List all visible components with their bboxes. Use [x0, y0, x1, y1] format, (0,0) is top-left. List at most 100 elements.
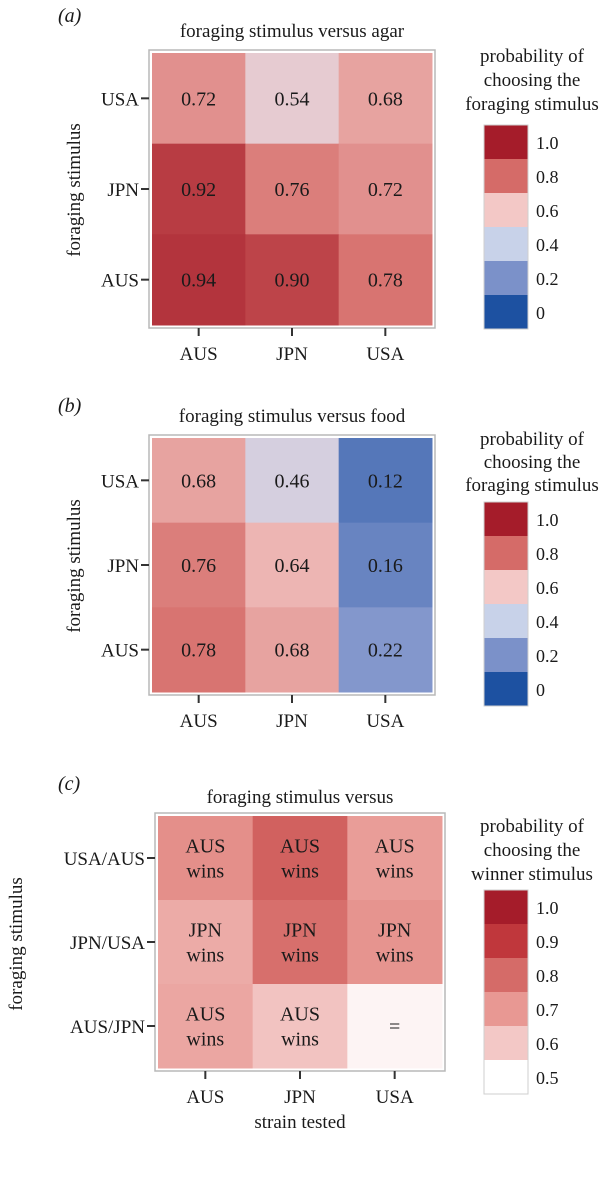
heatmap-cell: [152, 607, 246, 693]
legend-frame: [483, 889, 529, 1095]
heatmap-cell: [338, 143, 433, 235]
heatmap-cell: [158, 816, 254, 901]
y-tick-label: USA: [101, 89, 139, 110]
y-tick-label: USA: [101, 471, 139, 492]
panel-b: (b) foraging stimulus versus food 0.68 0.46…: [58, 395, 599, 732]
x-tick-label: JPN: [276, 711, 308, 732]
x-tick-label: AUS: [180, 711, 218, 732]
legend-label: 0.6: [536, 201, 559, 221]
legend-swatch: [484, 638, 528, 672]
heatmap-cell: [152, 438, 246, 524]
cell-label: 0.68: [275, 640, 310, 662]
heatmap-cell: [152, 522, 246, 608]
y-tick-label: JPN: [107, 556, 139, 577]
heatmap-cell: [152, 53, 246, 145]
chart-title: foraging stimulus versus food: [179, 406, 406, 427]
heatmap-cell: [245, 234, 340, 326]
cell-label: 0.68: [368, 88, 403, 110]
y-tick-label: USA/AUS: [64, 849, 145, 870]
cell-label: AUS: [185, 1004, 225, 1026]
y-tick-label: AUS: [101, 641, 139, 662]
legend-swatch: [484, 227, 528, 261]
heatmap-cell: [338, 234, 433, 326]
cell-label: 0.94: [181, 270, 216, 292]
cell-label: 0.78: [368, 270, 403, 292]
cell-label: 0.92: [181, 179, 216, 201]
heatmap-cell: [158, 984, 254, 1069]
y-tick-label: AUS/JPN: [70, 1017, 145, 1038]
cell-label: wins: [186, 861, 224, 883]
y-tick-label: AUS: [101, 271, 139, 292]
legend-frame: [483, 501, 529, 707]
legend-swatch: [484, 672, 528, 706]
heatmap-cell: [245, 522, 340, 608]
legend-swatch: [484, 570, 528, 604]
y-tick-label: JPN/USA: [70, 933, 145, 954]
legend-swatch: [484, 924, 528, 958]
heatmap-cell: [245, 607, 340, 693]
legend-label: 0: [536, 680, 545, 700]
legend-title: winner stimulus: [471, 864, 593, 885]
cell-label: AUS: [375, 836, 415, 858]
y-axis-label: foraging stimulus: [64, 499, 85, 633]
y-tick-label: JPN: [107, 180, 139, 201]
legend-swatch: [484, 604, 528, 638]
x-tick-label: USA: [376, 1087, 414, 1108]
cell-label: =: [389, 1016, 400, 1038]
cell-label: 0.68: [181, 470, 216, 492]
cell-label: JPN: [283, 920, 316, 942]
cell-label: JPN: [378, 920, 411, 942]
panel-a: (a) foraging stimulus versus agar 0.72 0.54…: [58, 5, 599, 365]
legend-swatch: [484, 261, 528, 295]
heatmap-cell: [252, 816, 348, 901]
legend-swatch: [484, 193, 528, 227]
x-tick-label: AUS: [186, 1087, 224, 1108]
legend-title: choosing the: [484, 70, 581, 91]
heatmap-cell: [338, 53, 433, 145]
cell-label: wins: [186, 945, 224, 967]
heatmap-cell: [338, 522, 433, 608]
heatmap-cell: [347, 984, 443, 1069]
heatmap-cell: [347, 816, 443, 901]
heatmap-cell: [252, 984, 348, 1069]
legend-title: choosing the: [484, 840, 581, 861]
cell-label: wins: [376, 861, 414, 883]
heatmap-cell: [252, 900, 348, 985]
legend-title: probability of: [480, 816, 585, 837]
legend-label: 0.7: [536, 1000, 559, 1020]
y-axis-label: foraging stimulus: [64, 123, 85, 257]
cell-label: wins: [281, 861, 319, 883]
heatmap-cell: [245, 53, 340, 145]
legend-label: 1.0: [536, 510, 559, 530]
legend-swatch: [484, 159, 528, 193]
legend-swatch: [484, 1026, 528, 1060]
cell-label: 0.22: [368, 640, 403, 662]
legend-swatch: [484, 1060, 528, 1094]
legend-label: 0: [536, 303, 545, 323]
cell-label: 0.78: [181, 640, 216, 662]
legend-swatch: [484, 890, 528, 924]
cell-label: 0.46: [275, 470, 310, 492]
heatmap-cell: [245, 143, 340, 235]
legend-swatch: [484, 958, 528, 992]
cell-label: 0.64: [275, 555, 310, 577]
cell-label: wins: [281, 1029, 319, 1051]
panel-c: (c) foraging stimulus versus foraging stim…: [6, 773, 593, 1133]
legend-label: 0.6: [536, 1034, 559, 1054]
legend-label: 0.8: [536, 167, 559, 187]
legend-label: 1.0: [536, 133, 559, 153]
legend-label: 0.9: [536, 932, 559, 952]
legend-swatch: [484, 125, 528, 159]
cell-label: 0.76: [181, 555, 216, 577]
x-tick-label: JPN: [284, 1087, 316, 1108]
legend-title: foraging stimulus: [465, 94, 599, 115]
legend-label: 0.2: [536, 269, 559, 289]
legend-label: 0.5: [536, 1068, 559, 1088]
legend-swatch: [484, 502, 528, 536]
cell-label: wins: [376, 945, 414, 967]
legend-frame: [483, 124, 529, 330]
legend-label: 0.4: [536, 235, 559, 255]
cell-label: AUS: [280, 836, 320, 858]
legend-title: foraging stimulus: [465, 475, 599, 496]
heatmap-cell: [338, 607, 433, 693]
